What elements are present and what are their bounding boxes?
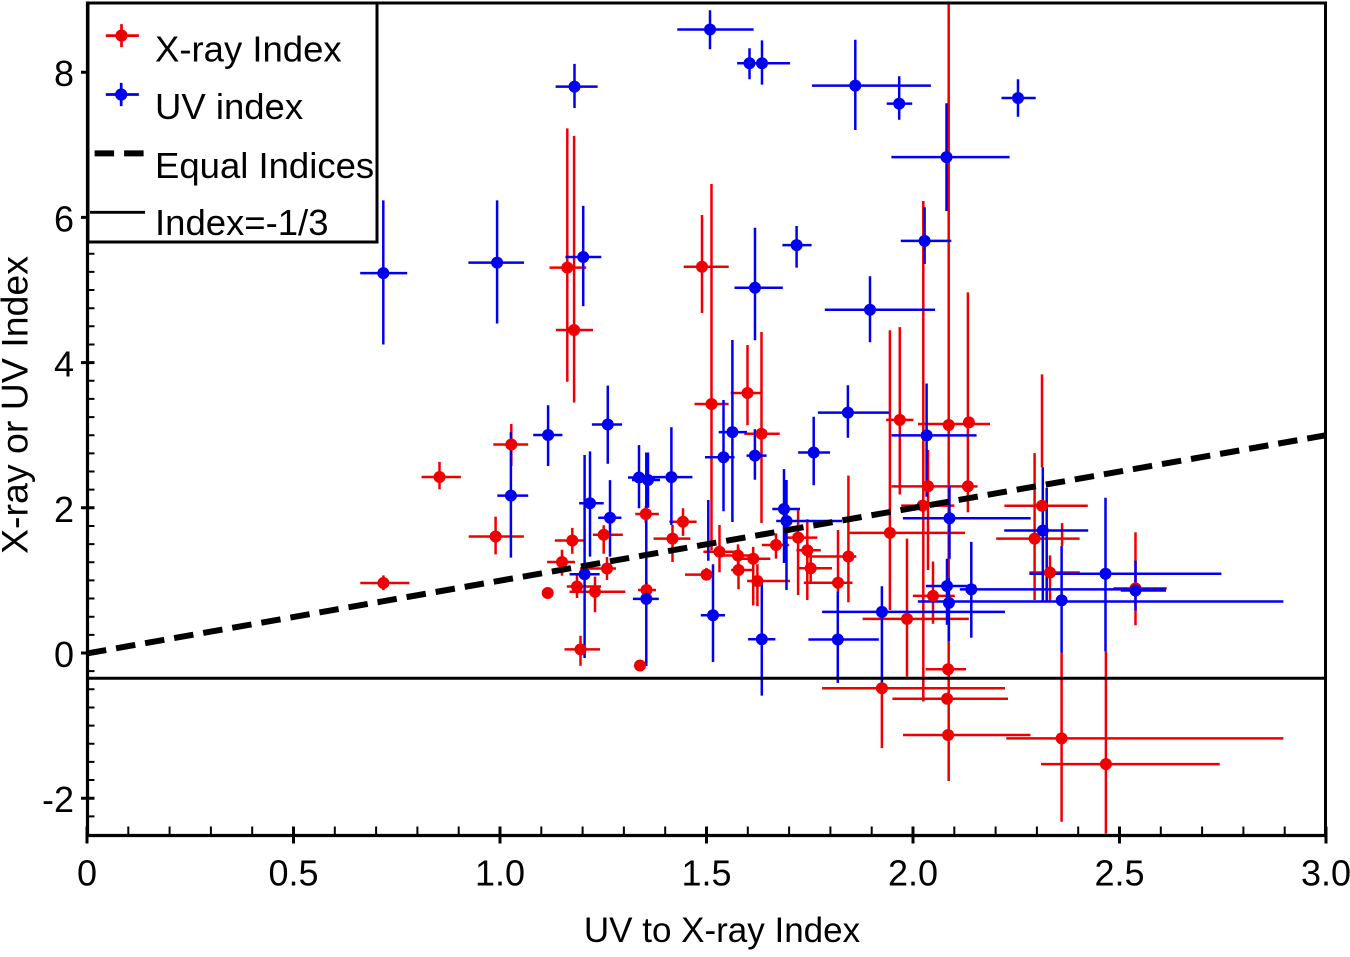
svg-text:8: 8	[54, 53, 74, 94]
svg-text:UV index: UV index	[155, 86, 303, 127]
svg-text:Index=-1/3: Index=-1/3	[155, 202, 329, 243]
svg-text:1.5: 1.5	[681, 853, 731, 894]
svg-text:0: 0	[54, 634, 74, 675]
svg-text:2.0: 2.0	[888, 853, 938, 894]
svg-text:UV to X-ray Index: UV to X-ray Index	[584, 911, 861, 950]
svg-text:2.5: 2.5	[1094, 853, 1144, 894]
svg-text:4: 4	[54, 344, 74, 385]
svg-text:6: 6	[54, 198, 74, 239]
svg-text:X-ray Index: X-ray Index	[155, 29, 342, 70]
svg-text:0.5: 0.5	[268, 853, 318, 894]
svg-text:Equal Indices: Equal Indices	[155, 145, 374, 186]
svg-text:1.0: 1.0	[475, 853, 525, 894]
svg-text:X-ray or UV Index: X-ray or UV Index	[0, 256, 36, 554]
svg-text:0: 0	[77, 853, 97, 894]
svg-text:2: 2	[54, 489, 74, 530]
svg-text:3.0: 3.0	[1301, 853, 1350, 894]
svg-text:-2: -2	[42, 779, 74, 820]
